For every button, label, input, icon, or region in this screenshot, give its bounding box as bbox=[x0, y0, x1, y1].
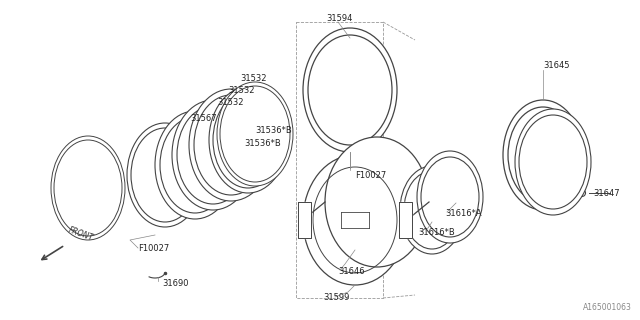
Text: F10027: F10027 bbox=[355, 171, 387, 180]
Text: F10027: F10027 bbox=[138, 244, 169, 252]
Text: 31647: 31647 bbox=[593, 188, 620, 197]
Text: 31594: 31594 bbox=[326, 13, 353, 22]
Text: 31645: 31645 bbox=[543, 60, 570, 69]
Ellipse shape bbox=[155, 111, 235, 219]
Ellipse shape bbox=[400, 166, 464, 254]
Text: 31646: 31646 bbox=[338, 267, 365, 276]
Ellipse shape bbox=[503, 100, 583, 210]
Ellipse shape bbox=[417, 151, 483, 243]
Ellipse shape bbox=[127, 123, 203, 227]
Polygon shape bbox=[399, 202, 412, 238]
Ellipse shape bbox=[189, 89, 273, 201]
Text: 31690: 31690 bbox=[162, 278, 189, 287]
Text: 31536*B: 31536*B bbox=[255, 125, 292, 134]
Ellipse shape bbox=[209, 87, 287, 193]
Text: 31532: 31532 bbox=[240, 74, 266, 83]
Text: 31567: 31567 bbox=[190, 114, 216, 123]
Text: 31532: 31532 bbox=[217, 98, 243, 107]
Ellipse shape bbox=[303, 155, 407, 285]
Ellipse shape bbox=[172, 100, 254, 210]
Ellipse shape bbox=[303, 28, 397, 152]
Polygon shape bbox=[298, 202, 311, 238]
Text: A165001063: A165001063 bbox=[583, 303, 632, 312]
Text: FRONT: FRONT bbox=[67, 226, 95, 243]
Ellipse shape bbox=[217, 82, 293, 186]
Text: 31616*B: 31616*B bbox=[418, 228, 455, 236]
Ellipse shape bbox=[51, 136, 125, 240]
Ellipse shape bbox=[515, 109, 591, 215]
Text: 31599: 31599 bbox=[323, 293, 349, 302]
Text: 31536*B: 31536*B bbox=[244, 139, 281, 148]
Text: 31532: 31532 bbox=[228, 85, 255, 94]
Text: 31616*A: 31616*A bbox=[445, 209, 482, 218]
Ellipse shape bbox=[325, 137, 429, 267]
